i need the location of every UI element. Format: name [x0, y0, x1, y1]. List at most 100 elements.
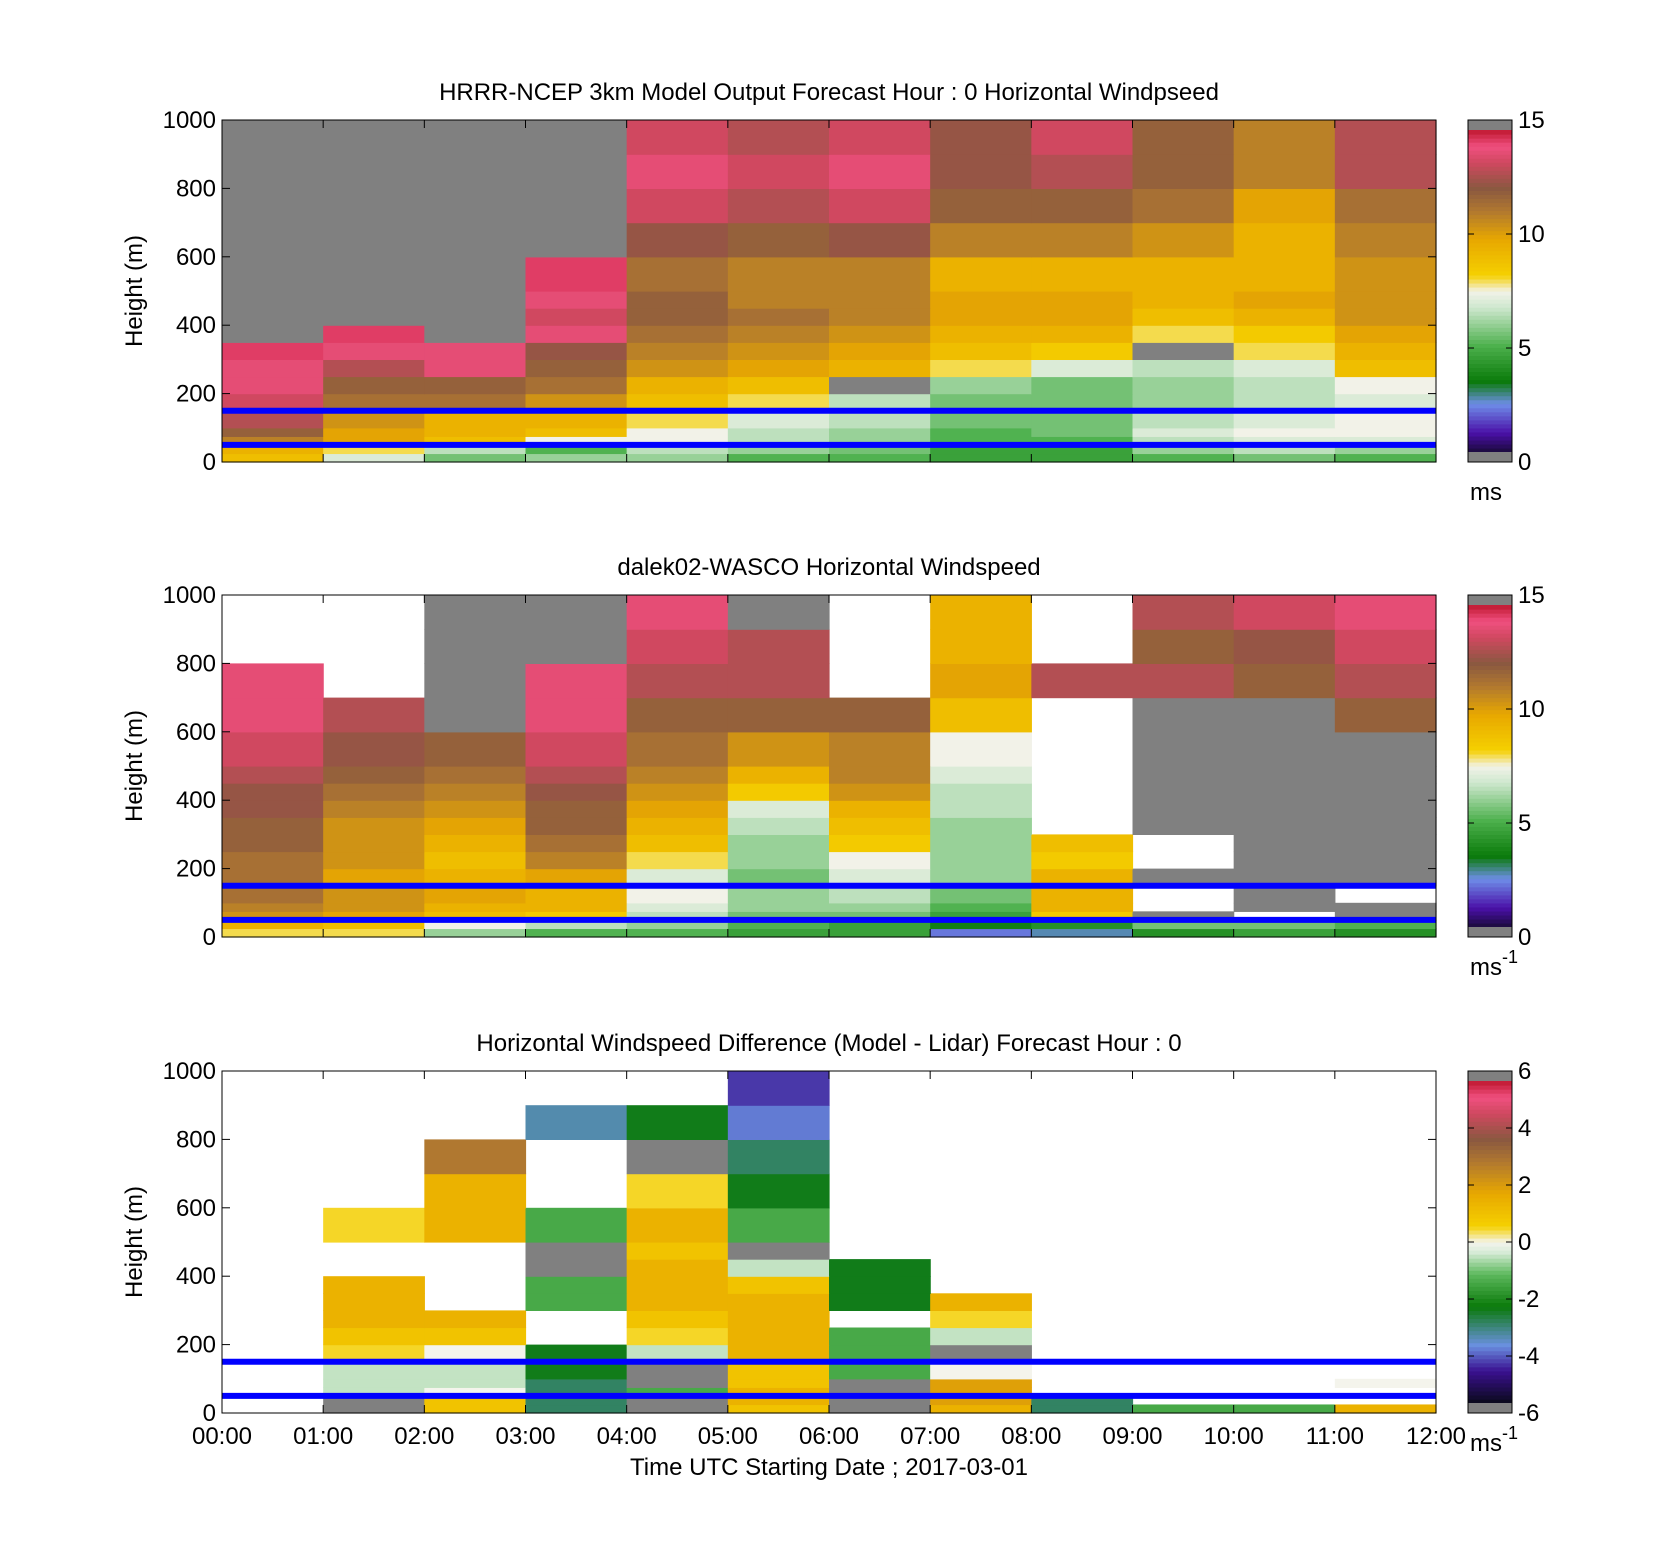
heatmap-cell [829, 342, 931, 360]
colorbar-segment [1468, 1358, 1512, 1364]
colorbar-segment [1468, 1294, 1512, 1299]
heatmap-cells [323, 1071, 1437, 1414]
colorbar-segment [1468, 761, 1512, 767]
heatmap-cell [525, 1378, 628, 1388]
colorbar-segment [1468, 862, 1512, 868]
heatmap-cell [525, 1404, 628, 1414]
heatmap-cell [525, 595, 628, 630]
colorbar-segment [1468, 379, 1512, 385]
colorbar-segment [1468, 407, 1512, 413]
colorbar-segment [1468, 693, 1512, 699]
heatmap-cell [727, 1139, 830, 1175]
colorbar-segment [1468, 629, 1512, 634]
heatmap-cell [1132, 427, 1235, 437]
panel-1: 0 200 400 600 800 1000 HRRR-NCEP 3km Model Out… [121, 79, 1545, 506]
colorbar-segment [1468, 701, 1512, 707]
heatmap-cell [1233, 851, 1336, 870]
colorbar-segment [1468, 866, 1512, 872]
heatmap-cell [1132, 928, 1235, 938]
heatmap-cell [829, 256, 931, 292]
heatmap-cell [525, 885, 628, 904]
colorbar-segment [1468, 1093, 1512, 1098]
heatmap-cell [525, 436, 628, 446]
colorbar-segment [1468, 1141, 1512, 1146]
colorbar-segment [1468, 226, 1512, 232]
heatmap-cell [930, 376, 1032, 395]
heatmap-cell [626, 1361, 729, 1380]
x-tick-label: 01:00 [293, 1423, 353, 1450]
colorbar-segment [1468, 130, 1512, 135]
heatmap-cells [222, 120, 1437, 463]
heatmap-cell [424, 1139, 527, 1175]
heatmap-cell [930, 188, 1032, 224]
heatmap-cell [626, 410, 729, 429]
colorbar-segment [1468, 890, 1512, 896]
colorbar-segment [1468, 411, 1512, 417]
colorbar-segment [1468, 810, 1512, 815]
colorbar-segment [1468, 846, 1512, 852]
heatmap-cell [626, 1378, 729, 1388]
heatmap-cell [323, 1387, 425, 1397]
heatmap-cell [323, 1276, 425, 1294]
colorbar-segment [1468, 770, 1512, 775]
heatmap-cell [930, 697, 1032, 733]
heatmap-cell [626, 911, 729, 921]
colorbar-segment [1468, 419, 1512, 425]
heatmap-cell [323, 427, 425, 437]
colorbar-segment [1468, 447, 1512, 453]
heatmap-cell [727, 902, 830, 912]
heatmap-cell [525, 817, 628, 835]
heatmap-cell [424, 154, 527, 189]
heatmap-cell [424, 222, 527, 258]
colorbar-segment [1468, 134, 1512, 139]
heatmap-cell [626, 697, 729, 733]
colorbar-segment [1468, 1089, 1512, 1094]
heatmap-cell [727, 1344, 830, 1363]
heatmap-cell [829, 1387, 931, 1397]
heatmap-cell [1233, 436, 1336, 446]
heatmap-cell [424, 256, 527, 292]
colorbar-tick-label: 0 [1518, 449, 1531, 476]
colorbar-segment [1468, 613, 1512, 618]
colorbar-segment [1468, 1101, 1512, 1106]
heatmap-cell [829, 1361, 931, 1380]
heatmap-cell [930, 436, 1032, 446]
heatmap-cell [727, 1259, 830, 1277]
heatmap-cell [1233, 629, 1336, 664]
heatmap-cell [525, 410, 628, 429]
heatmap-cell [424, 1361, 527, 1380]
colorbar-segment [1468, 826, 1512, 831]
colorbar-segment [1468, 902, 1512, 908]
colorbar-nodata-swatch [1468, 927, 1512, 937]
colorbar-segment [1468, 842, 1512, 848]
heatmap-cell [1334, 436, 1437, 446]
colorbar-segment [1468, 415, 1512, 421]
colorbar: 0 5 10 15 ms [1467, 107, 1545, 506]
heatmap-cell [1334, 817, 1437, 835]
heatmap-cell [1132, 919, 1235, 930]
colorbar-segment [1468, 331, 1512, 336]
heatmap-cell [1233, 919, 1336, 930]
heatmap-cell [727, 444, 830, 455]
heatmap-cell [930, 1327, 1032, 1346]
heatmap-cell [1132, 120, 1235, 155]
heatmap-cell [525, 1344, 628, 1363]
heatmap-cell [1132, 436, 1235, 446]
colorbar-segment [1468, 649, 1512, 654]
heatmap-cell [1132, 731, 1235, 767]
heatmap-cell [424, 885, 527, 904]
colorbar-tick-label: 2 [1518, 1172, 1531, 1199]
heatmap-cell [424, 427, 527, 437]
colorbar-segment [1468, 850, 1512, 856]
heatmap-cell [727, 359, 830, 378]
colorbar-segment [1468, 230, 1512, 236]
heatmap-cell [222, 834, 324, 853]
colorbar-tick-label: 5 [1518, 810, 1531, 837]
colorbar-segment [1468, 1398, 1512, 1404]
heatmap-cell [1132, 393, 1235, 412]
colorbar-segment [1468, 1109, 1512, 1114]
heatmap-cell [626, 1259, 729, 1277]
colorbar-segment [1468, 677, 1512, 683]
heatmap-cell [1334, 800, 1437, 818]
heatmap-cell [323, 376, 425, 395]
